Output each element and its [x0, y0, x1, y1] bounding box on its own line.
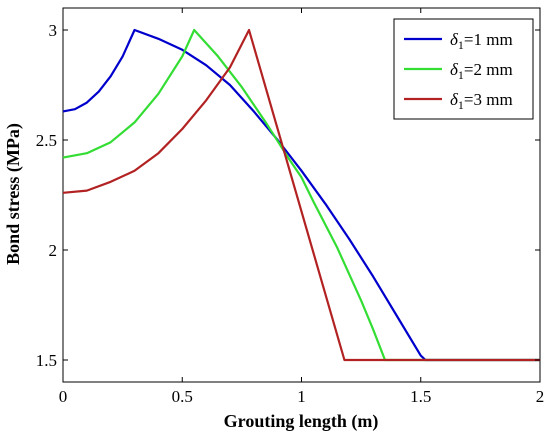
legend-label: δ1=3 mm [450, 90, 513, 112]
y-tick-label: 2.5 [36, 131, 57, 150]
series-layer [62, 28, 540, 362]
y-axis-label: Bond stress (MPa) [3, 123, 24, 265]
series-line [62, 28, 540, 362]
y-tick-label: 3 [49, 21, 58, 40]
y-tick-label: 2 [49, 241, 58, 260]
series-line [62, 28, 540, 362]
x-tick-label: 0.5 [172, 387, 193, 406]
x-axis-ticks: 0 0.5 1 1.5 2 [59, 8, 545, 406]
x-tick-label: 1.5 [410, 387, 431, 406]
x-axis-label: Grouting length (m) [224, 411, 379, 432]
legend-label: δ1=1 mm [450, 30, 513, 52]
x-tick-label: 1 [297, 387, 306, 406]
legend: δ1=1 mm δ1=2 mm δ1=3 mm [393, 18, 534, 120]
legend-label: δ1=2 mm [450, 60, 513, 82]
x-tick-label: 0 [59, 387, 68, 406]
x-tick-label: 2 [536, 387, 545, 406]
series-line [62, 28, 540, 362]
y-axis-ticks: 1.5 2 2.5 3 [36, 21, 540, 370]
y-tick-label: 1.5 [36, 351, 57, 370]
